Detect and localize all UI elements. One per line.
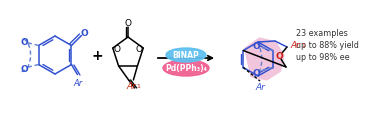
Text: Ar: Ar — [74, 78, 83, 87]
Text: +: + — [91, 49, 103, 62]
Text: 1: 1 — [301, 43, 305, 48]
Text: O: O — [124, 18, 132, 27]
Text: 23 examples: 23 examples — [296, 29, 348, 38]
Text: O: O — [113, 44, 120, 53]
Text: O: O — [275, 52, 283, 61]
Text: up to 88% yield: up to 88% yield — [296, 41, 359, 50]
Ellipse shape — [166, 49, 206, 62]
Polygon shape — [244, 38, 285, 81]
Text: BINAP: BINAP — [173, 51, 199, 60]
Ellipse shape — [163, 60, 209, 76]
Text: Ar: Ar — [127, 82, 136, 91]
Text: up to 98% ee: up to 98% ee — [296, 53, 350, 62]
Text: Pd(PPh₃)₄: Pd(PPh₃)₄ — [165, 64, 207, 73]
Text: O: O — [21, 38, 28, 47]
Text: O: O — [81, 29, 88, 38]
Text: Ar: Ar — [255, 83, 265, 92]
Text: O: O — [253, 68, 260, 77]
Text: O: O — [253, 42, 260, 51]
Text: 1: 1 — [136, 83, 140, 88]
Text: Ar: Ar — [290, 41, 300, 50]
Text: O: O — [136, 44, 143, 53]
Text: O: O — [21, 64, 28, 73]
